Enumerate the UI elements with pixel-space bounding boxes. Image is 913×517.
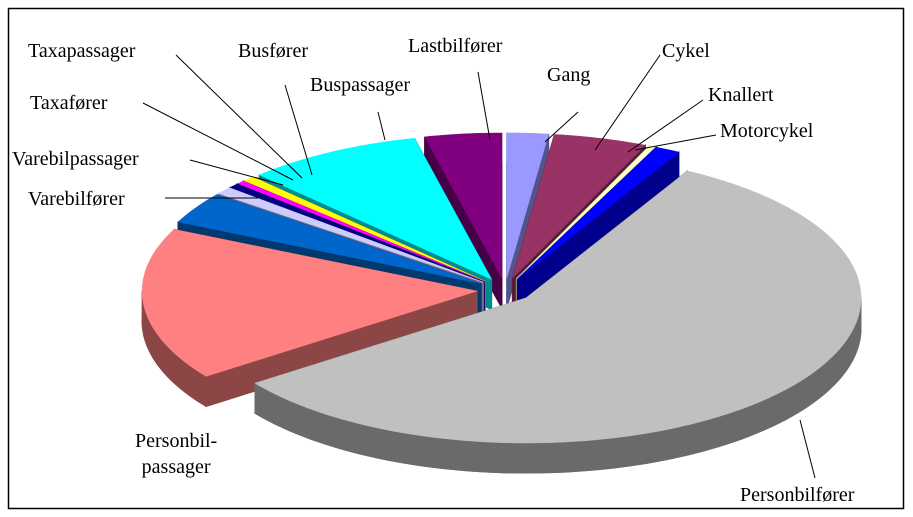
slice-label: Buspassager	[310, 74, 410, 96]
slice-label: Knallert	[708, 84, 774, 106]
leader-line	[175, 54, 303, 179]
leader-line	[284, 84, 313, 176]
leader-line	[377, 111, 386, 141]
slice-top	[229, 183, 485, 283]
slice-top	[258, 138, 493, 280]
slice-label: Gang	[547, 64, 591, 86]
slice-top	[517, 146, 680, 280]
leader-line	[142, 102, 294, 181]
slice-label: Lastbilfører	[408, 35, 503, 57]
slice-label: Cykel	[662, 40, 710, 62]
leader-line	[634, 134, 717, 151]
slice-label: Personbilfører	[740, 484, 855, 506]
leader-line	[594, 54, 661, 151]
slice-top	[141, 229, 479, 377]
slice-label: Busfører	[238, 40, 308, 62]
slice-label: Varebilfører	[28, 188, 125, 210]
leader-line	[477, 71, 491, 141]
slice-label: Taxapassager	[28, 40, 136, 62]
slice-label: Personbil- passager	[135, 430, 218, 478]
leader-line	[189, 159, 284, 186]
slice-top	[254, 170, 862, 444]
leader-line	[544, 111, 579, 143]
slice	[253, 169, 862, 474]
leader-line	[627, 99, 704, 153]
slice-top	[506, 132, 550, 278]
leader-lines	[142, 54, 816, 479]
slice-top	[217, 187, 484, 283]
slice-label: Taxafører	[30, 92, 108, 114]
slices	[141, 132, 862, 474]
slice-label: Varebilpassager	[12, 148, 139, 170]
slice-top	[177, 194, 482, 284]
slice-top	[424, 132, 503, 279]
leader-line	[799, 419, 816, 479]
slice-top	[512, 134, 646, 279]
slice-label: Motorcykel	[720, 120, 814, 142]
